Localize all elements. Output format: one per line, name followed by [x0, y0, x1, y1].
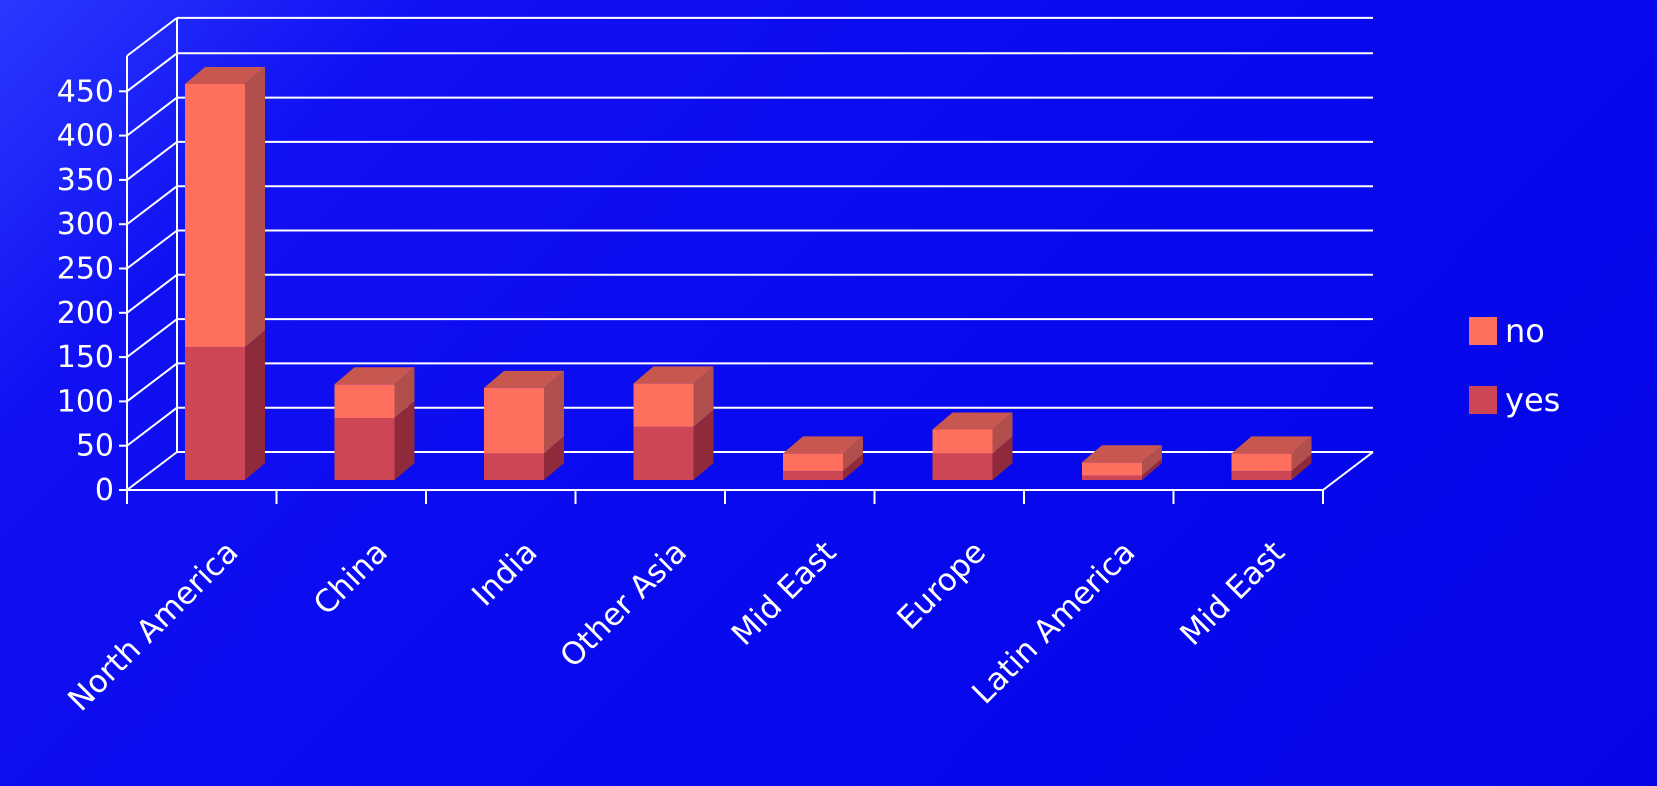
bar-no-front — [633, 383, 694, 427]
x-tick-label: Mid East — [1173, 534, 1292, 653]
side-wall-line — [126, 451, 178, 491]
x-tick-label: Other Asia — [553, 534, 694, 675]
bar-no-side — [394, 367, 415, 418]
x-tick-label: North America — [61, 534, 245, 718]
bar-yes-side — [1142, 458, 1162, 480]
bar-no-front — [783, 453, 843, 472]
bar-no-top — [484, 370, 564, 388]
y-tick-label: 100 — [57, 384, 114, 419]
bar-yes-side — [245, 330, 265, 480]
y-tick-label: 0 — [95, 473, 114, 508]
bar-yes-front — [1231, 471, 1292, 480]
y-tick-label: 50 — [76, 429, 114, 464]
bar-yes-side — [394, 400, 415, 480]
bar-yes-front — [185, 347, 245, 480]
bar-yes-front — [1082, 475, 1142, 480]
bar-yes-front — [484, 453, 544, 480]
bar-no-top — [185, 66, 265, 84]
side-wall-line — [126, 274, 178, 314]
bar-yes-side — [693, 409, 714, 480]
side-wall-line — [126, 318, 178, 358]
bar-no-side — [1142, 445, 1162, 476]
side-wall-line — [126, 17, 178, 57]
bar-no-front — [932, 429, 993, 454]
bar-yes-front — [783, 471, 843, 480]
legend-swatch-yes — [1469, 386, 1497, 414]
bar-yes-side — [843, 454, 863, 480]
bar-no-front — [484, 387, 544, 454]
legend-swatch-no — [1469, 317, 1497, 345]
bars — [185, 66, 1312, 480]
grid — [126, 16, 1374, 491]
bar-no-top — [932, 412, 1013, 430]
bar-yes-front — [633, 426, 694, 480]
x-tick-label: Mid East — [725, 534, 844, 653]
bar-yes-front — [932, 453, 993, 480]
bar-no-front — [1082, 462, 1142, 476]
bar-no-top — [633, 366, 714, 384]
floor-edge — [1322, 451, 1374, 491]
side-wall-line — [126, 229, 178, 270]
bar-yes-side — [1291, 454, 1312, 480]
bar-no-front — [1231, 453, 1292, 472]
legend-label-yes: yes — [1505, 381, 1560, 419]
legend: no yes — [1469, 312, 1560, 419]
bar-no-top — [783, 436, 863, 454]
bar-yes-front — [334, 417, 395, 480]
side-wall-line — [126, 96, 178, 137]
bar-no-top — [334, 367, 415, 385]
x-tick-label: China — [307, 534, 395, 622]
bar-no-side — [693, 366, 714, 427]
y-tick-label: 150 — [57, 340, 114, 375]
bar-no-side — [992, 412, 1013, 454]
bar-no-front — [334, 384, 395, 418]
bar-yes-side — [992, 436, 1013, 480]
x-tick-label: Latin America — [965, 534, 1142, 711]
side-wall-line — [126, 52, 178, 93]
y-tick-label: 250 — [57, 252, 114, 287]
bar-no-side — [1291, 436, 1312, 472]
bar-no-top — [1231, 436, 1312, 454]
y-tick-label: 450 — [57, 74, 114, 109]
y-tick-label: 200 — [57, 296, 114, 331]
y-tick-label: 350 — [57, 163, 114, 198]
y-tick-label: 400 — [57, 119, 114, 154]
side-wall-line — [126, 185, 178, 225]
bar-no-side — [843, 436, 863, 472]
y-tick-label: 300 — [57, 207, 114, 242]
bar-no-top — [1082, 445, 1162, 463]
bar-yes-side — [544, 436, 564, 480]
x-tick-label: India — [465, 534, 544, 613]
side-wall-line — [126, 362, 178, 403]
bar-no-front — [185, 83, 245, 348]
side-wall-line — [126, 141, 178, 181]
axes — [119, 55, 1324, 504]
bar-no-side — [245, 66, 265, 348]
side-wall-line — [126, 406, 178, 447]
bar-no-side — [544, 370, 564, 454]
legend-label-no: no — [1505, 312, 1545, 350]
x-tick-label: Europe — [890, 534, 993, 637]
